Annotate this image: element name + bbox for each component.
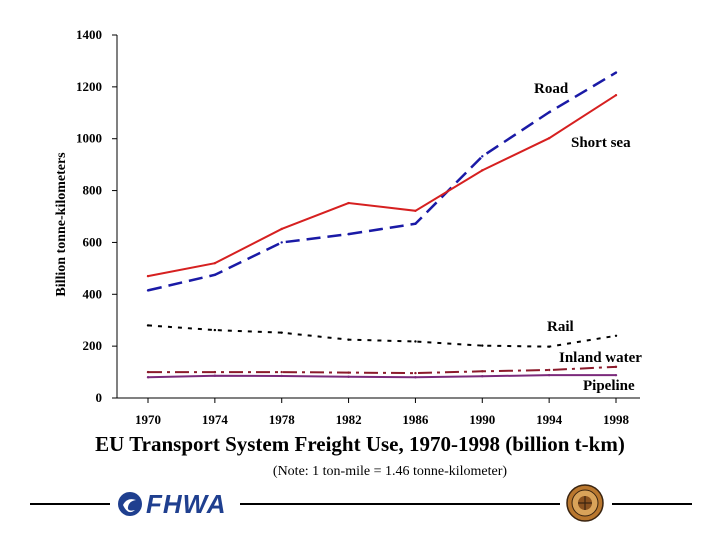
series-road-line <box>147 71 617 292</box>
y-tick-label: 800 <box>83 183 103 198</box>
footer-divider-right <box>612 503 692 505</box>
series-inland-water-point <box>547 368 551 372</box>
series-road-point <box>213 273 217 277</box>
series-pipeline-point <box>414 376 417 379</box>
series-road-point <box>146 289 150 292</box>
x-tick-label: 1986 <box>402 412 429 427</box>
fhwa-logo-text: FHWA <box>146 488 227 519</box>
y-tick-label: 1000 <box>76 131 102 146</box>
series-inland-water-point <box>280 370 283 374</box>
series-inland-water-label: Inland water <box>559 350 642 366</box>
y-tick-label: 0 <box>96 390 103 405</box>
series-short-sea-point <box>280 227 283 231</box>
x-tick-label: 1994 <box>536 412 563 427</box>
series-short-sea-point <box>347 201 350 205</box>
series-rail-point <box>547 345 551 348</box>
series-pipeline-point <box>547 373 551 377</box>
series-rail-point <box>213 328 217 332</box>
series-road-point <box>547 111 551 114</box>
chart-note: (Note: 1 ton-mile = 1.46 tonne-kilometer… <box>272 464 508 479</box>
series-pipeline-line <box>147 374 616 379</box>
series-inland-water-point <box>347 371 350 374</box>
series-road-point <box>614 71 618 74</box>
series-rail-point <box>414 340 417 343</box>
series-rail-point <box>614 334 618 337</box>
series-inland-water-point <box>481 370 484 373</box>
series-short-sea-point <box>414 209 417 212</box>
series-pipeline-label: Pipeline <box>583 378 635 394</box>
dot-seal-icon <box>566 484 604 522</box>
series-road-point <box>414 222 417 225</box>
series-short-sea-point <box>146 274 150 278</box>
series-rail-point <box>280 331 283 334</box>
x-tick-label: 1982 <box>336 412 362 427</box>
series-inland-water-point <box>414 371 417 375</box>
fhwa-swirl-icon <box>118 492 142 516</box>
series-short-sea-line <box>147 94 617 278</box>
series-rail-point <box>481 344 484 347</box>
series-rail-point <box>347 338 350 341</box>
x-tick-label: 1974 <box>202 412 229 427</box>
series-pipeline-point <box>146 376 150 379</box>
series-road-point <box>481 155 484 158</box>
y-axis-label: Billion tonne-kilometers <box>54 152 69 297</box>
footer-divider-middle <box>240 503 560 505</box>
series-inland-water-point <box>614 365 618 369</box>
fhwa-logo: FHWA <box>117 488 227 520</box>
series-rail-label: Rail <box>547 319 574 335</box>
series-road-point <box>280 241 283 244</box>
x-tick-label: 1978 <box>269 412 296 427</box>
series-inland-water-point <box>213 370 217 374</box>
series-pipeline-point <box>213 374 217 377</box>
y-tick-label: 1200 <box>76 79 102 94</box>
footer-divider-left <box>30 503 110 505</box>
y-tick-label: 600 <box>83 234 103 249</box>
series-short-sea-point <box>213 261 217 265</box>
x-tick-label: 1990 <box>469 412 495 427</box>
series-short-sea-point <box>481 169 484 172</box>
series-short-sea-point <box>547 136 551 140</box>
series-rail-point <box>146 324 150 327</box>
y-tick-label: 1400 <box>76 27 102 42</box>
series-pipeline-point <box>347 375 350 378</box>
series-inland-water-line <box>148 365 617 375</box>
series-road-point <box>347 232 350 236</box>
series-rail-line <box>147 324 617 348</box>
series-inland-water-point <box>146 370 150 374</box>
x-tick-label: 1998 <box>603 412 630 427</box>
series-short-sea-point <box>614 93 618 97</box>
series-pipeline-point <box>280 374 283 378</box>
y-tick-label: 200 <box>83 338 103 353</box>
series-pipeline-point <box>614 373 618 377</box>
series-short-sea-label: Short sea <box>571 135 631 151</box>
y-tick-label: 400 <box>83 286 103 301</box>
series-pipeline-point <box>481 375 484 378</box>
series-road-label: Road <box>534 81 569 97</box>
chart-title: EU Transport System Freight Use, 1970-19… <box>95 432 625 456</box>
x-tick-label: 1970 <box>135 412 161 427</box>
